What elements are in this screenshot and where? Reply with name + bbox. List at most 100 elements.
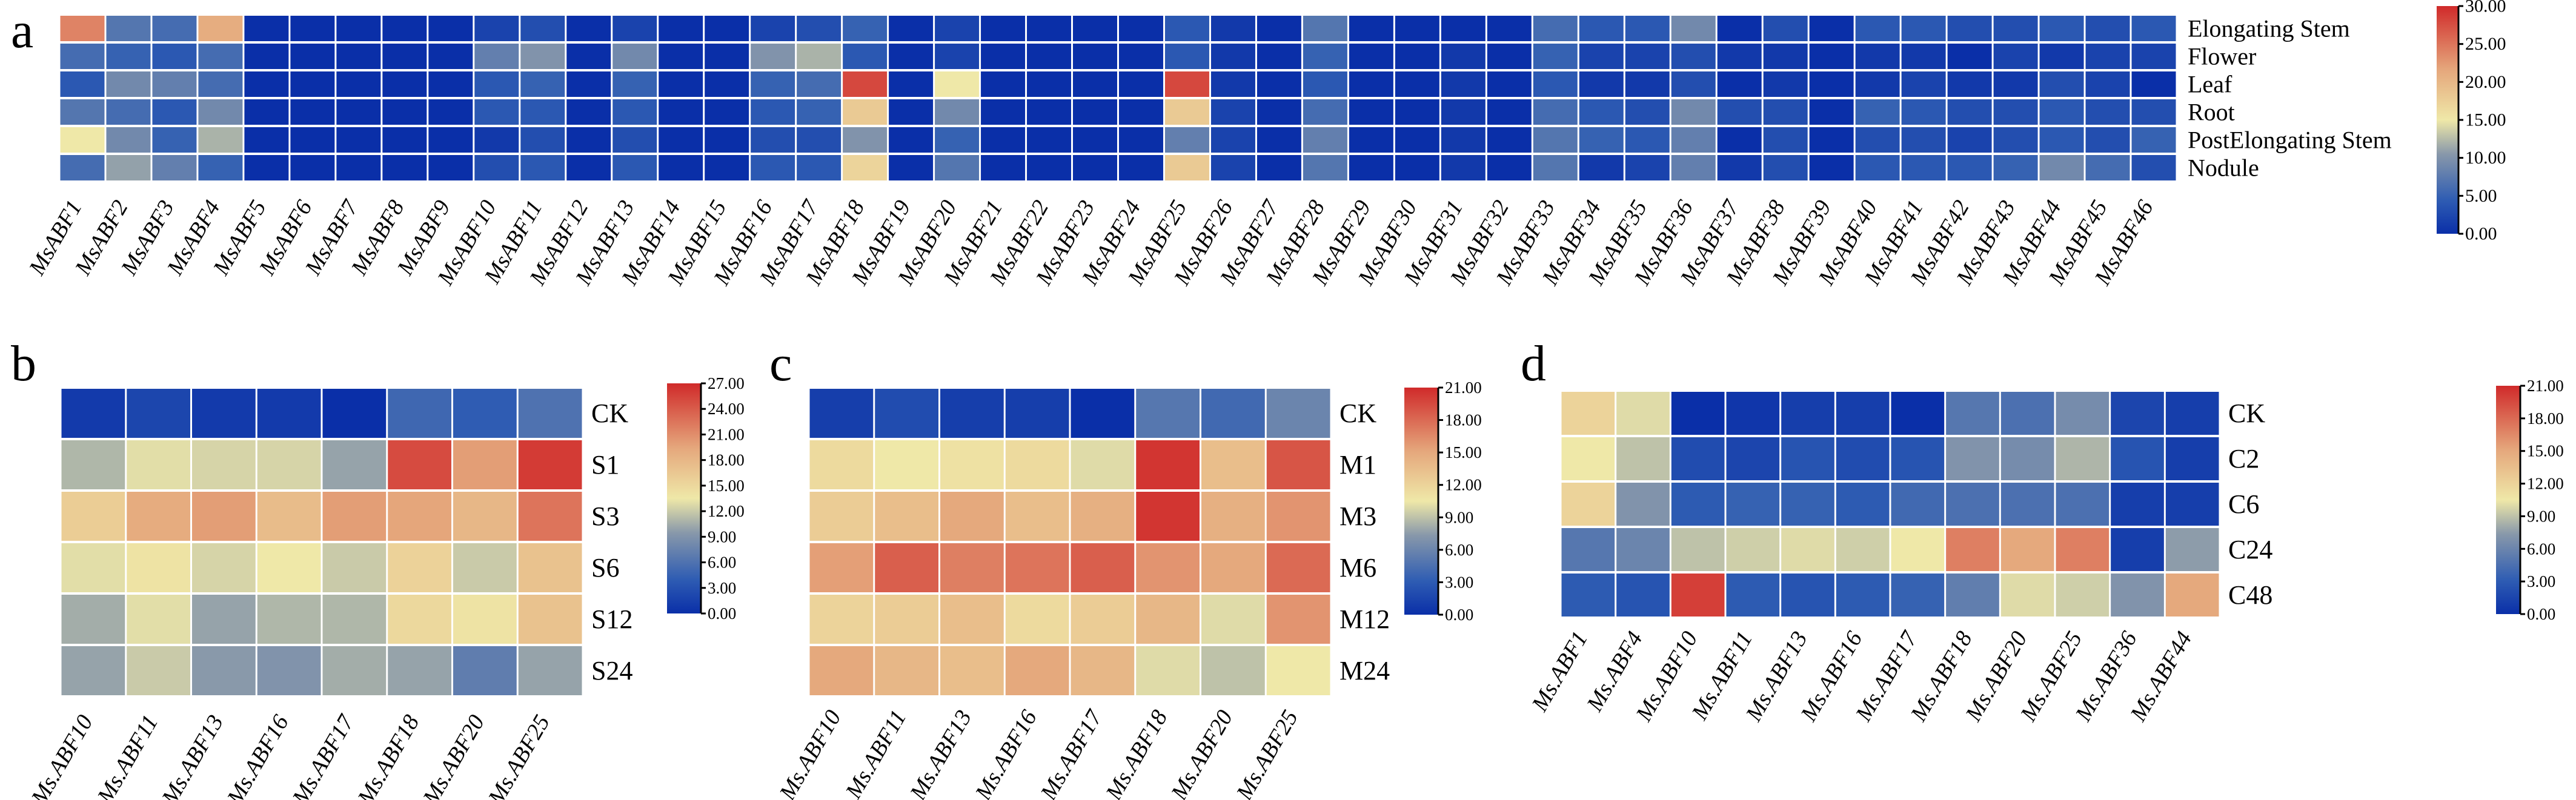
heatmap-cell-a-leaf-msabf9 xyxy=(428,71,473,97)
heatmap-cell-a-leaf-msabf42 xyxy=(1947,71,1992,97)
heatmap-cell-b-s1-ms.abf17 xyxy=(322,440,387,489)
heatmap-cell-a-flower-msabf8 xyxy=(382,44,427,69)
panel-letter-c: c xyxy=(769,336,792,392)
heatmap-cell-a-root-msabf3 xyxy=(152,99,197,125)
row-label: M6 xyxy=(1339,553,1376,583)
heatmap-cell-a-root-msabf12 xyxy=(566,99,611,125)
heatmap-a: Elongating StemFlowerLeafRootPostElongat… xyxy=(24,15,2392,290)
heatmap-cell-a-postelongating-stem-msabf29 xyxy=(1349,127,1393,153)
heatmap-cell-a-flower-msabf33 xyxy=(1533,44,1578,69)
heatmap-cell-a-flower-msabf43 xyxy=(1993,44,2038,69)
heatmap-cell-c-m1-ms.abf20 xyxy=(1201,440,1265,489)
heatmap-cell-c-ck-ms.abf11 xyxy=(875,389,938,438)
heatmap-cell-a-root-msabf37 xyxy=(1717,99,1762,125)
heatmap-cell-a-elongating-stem-msabf33 xyxy=(1533,16,1578,41)
heatmap-cell-a-root-msabf29 xyxy=(1349,99,1393,125)
heatmap-cell-a-postelongating-stem-msabf8 xyxy=(382,127,427,153)
heatmap-cell-a-elongating-stem-msabf35 xyxy=(1625,16,1670,41)
heatmap-cell-a-flower-msabf20 xyxy=(935,44,980,69)
heatmap-cell-b-s6-ms.abf20 xyxy=(453,543,517,592)
heatmap-cell-a-nodule-msabf11 xyxy=(520,155,565,180)
colorbar-tick-label: 21.00 xyxy=(1445,379,1482,397)
heatmap-cell-a-leaf-msabf3 xyxy=(152,71,197,97)
colorbar-tick-label: 6.00 xyxy=(2527,540,2555,558)
heatmap-cell-a-leaf-msabf14 xyxy=(659,71,703,97)
heatmap-cell-a-flower-msabf46 xyxy=(2131,44,2176,69)
heatmap-cell-c-m6-ms.abf20 xyxy=(1201,543,1265,592)
heatmap-cell-d-c2-ms.abf1 xyxy=(1561,437,1615,480)
heatmap-cell-a-postelongating-stem-msabf36 xyxy=(1671,127,1716,153)
heatmap-cell-d-c2-ms.abf13 xyxy=(1781,437,1834,480)
heatmap-cell-a-flower-msabf16 xyxy=(751,44,795,69)
heatmap-cell-a-nodule-msabf27 xyxy=(1256,155,1301,180)
heatmap-cell-a-leaf-msabf11 xyxy=(520,71,565,97)
heatmap-cell-a-nodule-msabf28 xyxy=(1303,155,1347,180)
heatmap-cell-a-elongating-stem-msabf18 xyxy=(843,16,888,41)
heatmap-cell-a-postelongating-stem-msabf20 xyxy=(935,127,980,153)
heatmap-cell-d-c2-ms.abf4 xyxy=(1616,437,1670,480)
heatmap-cell-a-root-msabf14 xyxy=(659,99,703,125)
row-label: S3 xyxy=(591,501,619,531)
heatmap-cell-b-s3-ms.abf16 xyxy=(257,492,321,541)
heatmap-cell-a-elongating-stem-msabf21 xyxy=(981,16,1026,41)
column-label: Ms.ABF10 xyxy=(774,706,846,800)
heatmap-cell-c-m6-ms.abf13 xyxy=(940,543,1004,592)
heatmap-cell-b-s12-ms.abf10 xyxy=(61,595,125,644)
column-label: Ms.ABF11 xyxy=(840,706,911,800)
heatmap-cell-c-m3-ms.abf20 xyxy=(1201,492,1265,541)
heatmap-cell-a-leaf-msabf40 xyxy=(1855,71,1900,97)
heatmap-cell-a-postelongating-stem-msabf17 xyxy=(797,127,842,153)
heatmap-cell-c-m12-ms.abf13 xyxy=(940,595,1004,644)
heatmap-cell-a-flower-msabf36 xyxy=(1671,44,1716,69)
heatmap-cell-a-flower-msabf32 xyxy=(1487,44,1532,69)
heatmap-cell-a-nodule-msabf29 xyxy=(1349,155,1393,180)
heatmap-cell-c-m1-ms.abf11 xyxy=(875,440,938,489)
heatmap-cell-c-m1-ms.abf17 xyxy=(1071,440,1135,489)
heatmap-cell-b-s1-ms.abf20 xyxy=(453,440,517,489)
heatmap-cell-a-nodule-msabf2 xyxy=(106,155,151,180)
heatmap-cell-a-root-msabf45 xyxy=(2085,99,2130,125)
heatmap-cell-a-elongating-stem-msabf46 xyxy=(2131,16,2176,41)
heatmap-cell-b-ck-ms.abf10 xyxy=(61,389,125,438)
heatmap-cell-a-elongating-stem-msabf15 xyxy=(705,16,749,41)
heatmap-cell-a-nodule-msabf30 xyxy=(1395,155,1439,180)
heatmap-cell-a-elongating-stem-msabf9 xyxy=(428,16,473,41)
heatmap-cell-b-s12-ms.abf13 xyxy=(192,595,256,644)
heatmap-cell-c-ck-ms.abf13 xyxy=(940,389,1004,438)
heatmap-cell-b-s3-ms.abf13 xyxy=(192,492,256,541)
heatmap-cell-d-c24-ms.abf20 xyxy=(2000,528,2054,571)
heatmap-cell-a-postelongating-stem-msabf5 xyxy=(244,127,289,153)
heatmap-cell-d-c2-ms.abf17 xyxy=(1891,437,1945,480)
colorbar-tick-label: 18.00 xyxy=(708,451,745,469)
heatmap-cell-a-postelongating-stem-msabf46 xyxy=(2131,127,2176,153)
heatmap-cell-a-nodule-msabf12 xyxy=(566,155,611,180)
heatmap-cell-a-leaf-msabf36 xyxy=(1671,71,1716,97)
heatmap-cell-a-elongating-stem-msabf25 xyxy=(1164,16,1209,41)
heatmap-cell-a-root-msabf22 xyxy=(1027,99,1072,125)
row-label: Flower xyxy=(2188,43,2256,70)
heatmap-cell-a-elongating-stem-msabf3 xyxy=(152,16,197,41)
heatmap-cell-d-ck-ms.abf25 xyxy=(2056,392,2110,435)
heatmap-cell-c-m6-ms.abf16 xyxy=(1005,543,1069,592)
heatmap-cell-a-leaf-msabf43 xyxy=(1993,71,2038,97)
heatmap-cell-a-nodule-msabf22 xyxy=(1027,155,1072,180)
heatmap-cell-b-s12-ms.abf25 xyxy=(518,595,582,644)
heatmap-cell-a-nodule-msabf45 xyxy=(2085,155,2130,180)
heatmap-cell-a-leaf-msabf44 xyxy=(2039,71,2084,97)
heatmap-cell-b-s6-ms.abf11 xyxy=(127,543,190,592)
heatmap-cell-c-m12-ms.abf17 xyxy=(1071,595,1135,644)
heatmap-cell-a-nodule-msabf39 xyxy=(1809,155,1854,180)
colorbar-tick-label: 6.00 xyxy=(1445,541,1473,559)
heatmap-cell-a-postelongating-stem-msabf12 xyxy=(566,127,611,153)
heatmap-cell-b-ck-ms.abf17 xyxy=(322,389,387,438)
heatmap-cell-a-nodule-msabf36 xyxy=(1671,155,1716,180)
heatmap-cell-c-m24-ms.abf20 xyxy=(1201,646,1265,695)
heatmap-cell-b-s24-ms.abf18 xyxy=(388,646,451,695)
heatmap-cell-b-s24-ms.abf20 xyxy=(453,646,517,695)
colorbar-tick-label: 15.00 xyxy=(708,477,745,495)
heatmap-cell-a-nodule-msabf43 xyxy=(1993,155,2038,180)
heatmap-cell-a-nodule-msabf17 xyxy=(797,155,842,180)
heatmap-cell-d-c6-ms.abf4 xyxy=(1616,483,1670,526)
heatmap-cell-a-leaf-msabf18 xyxy=(843,71,888,97)
heatmap-cell-a-root-msabf19 xyxy=(889,99,934,125)
